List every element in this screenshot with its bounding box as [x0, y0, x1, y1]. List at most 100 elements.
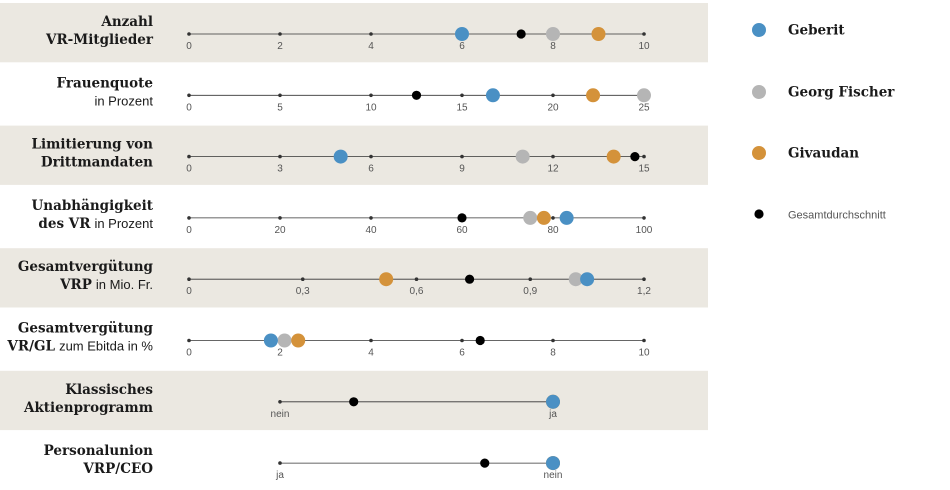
tick-mark [460, 338, 464, 343]
legend-label: Georg Fischer [788, 85, 895, 101]
tick-label: 6 [459, 41, 465, 52]
row-label-bold: Drittmandaten [41, 155, 153, 171]
point-givaudan [379, 272, 394, 287]
row-label-regular: in Prozent [94, 93, 153, 108]
point-givaudan [606, 149, 621, 164]
tick-label: 4 [368, 348, 374, 359]
tick-label: 6 [459, 348, 465, 359]
row-band [0, 125, 708, 185]
row-label-line1: Limitierung von [31, 137, 153, 153]
tick-label: 10 [365, 102, 377, 113]
row-label-line1: Gesamtvergütung [18, 259, 154, 275]
chart-row-5: Gesamtvergütung VRP in Mio. Fr. 0 0,3 0,6 0,9 1… [0, 248, 708, 308]
row-label-bold: Unabhängigkeit [32, 198, 154, 214]
tick-mark [187, 277, 191, 282]
tick-label: 2 [277, 348, 283, 359]
point-gesamtdurchschnitt [411, 90, 422, 100]
row-label-line2: VRP/CEO [82, 461, 153, 477]
tick-label: 0,3 [296, 286, 310, 297]
chart-row-1: Anzahl VR-Mitglieder 0 2 4 6 8 10 [0, 3, 708, 63]
row-label-line2: in Prozent [94, 93, 153, 108]
row-label-bold: des VR [38, 216, 91, 232]
row-label-bold: VR-Mitglieder [45, 32, 154, 48]
point-georg-fischer [546, 27, 560, 41]
tick-label: 0,9 [523, 286, 537, 297]
point-georg-fischer [277, 333, 292, 348]
tick-label: 15 [456, 102, 468, 113]
row-label-bold: VRP [59, 277, 92, 293]
tick-label: 20 [274, 225, 286, 236]
tick-mark [414, 277, 419, 282]
row-label-line1: Anzahl [100, 14, 153, 30]
tick-label: 0 [186, 286, 192, 297]
row-label-bold: Gesamtvergütung [18, 259, 154, 275]
tick-label: 0 [186, 102, 192, 113]
tick-label: 20 [547, 102, 559, 113]
row-label-bold: VR/GL [6, 339, 55, 355]
tick-label: 3 [277, 164, 283, 175]
point-gesamtdurchschnitt [349, 397, 359, 407]
legend-label: Givaudan [788, 146, 859, 162]
tick-label: 2 [277, 41, 283, 52]
row-label-line1: Klassisches [65, 382, 153, 398]
legend-geberit: Geberit [752, 23, 845, 39]
row-label-line1: Frauenquote [56, 75, 153, 91]
tick-mark [551, 338, 555, 343]
row-label-line2: VR-Mitglieder [45, 32, 154, 48]
row-label-bold: Anzahl [100, 14, 153, 30]
tick-mark [642, 216, 646, 220]
tick-label: 6 [368, 164, 374, 175]
row-label-regular: in Prozent [94, 216, 153, 231]
legend-georg-fischer: Georg Fischer [752, 85, 895, 101]
tick-mark [278, 400, 282, 404]
point-gesamtdurchschnitt [475, 335, 485, 346]
tick-label: 15 [638, 164, 650, 175]
tick-label: 40 [365, 225, 377, 236]
tick-mark [187, 93, 191, 98]
legend-gesamtdurchschnitt: Gesamtdurchschnitt [754, 209, 886, 222]
tick-mark [278, 32, 282, 36]
chart-row-7: Klassisches Aktienprogramm nein ja [0, 370, 708, 431]
legend-label: Geberit [788, 23, 845, 39]
tick-mark [551, 154, 555, 159]
point-geberit [559, 210, 574, 225]
tick-mark [369, 338, 373, 343]
tick-label: 80 [547, 225, 559, 236]
tick-label: 60 [456, 225, 468, 236]
point-givaudan [291, 333, 306, 348]
point-georg-fischer [568, 272, 583, 287]
point-geberit [333, 149, 348, 164]
chart-row-3: Limitierung von Drittmandaten 0 3 6 9 12 15 [0, 125, 708, 185]
legend-swatch [752, 85, 766, 99]
point-gesamtdurchschnitt [480, 458, 490, 468]
point-geberit [263, 333, 278, 348]
tick-mark [187, 32, 191, 36]
row-label-line2: Aktienprogramm [23, 400, 153, 416]
legend-swatch [752, 23, 766, 37]
row-label-regular: zum Ebitda in % [59, 339, 153, 354]
chart-row-8: Personalunion VRP/CEO ja nein [44, 443, 563, 481]
tick-mark [369, 32, 373, 36]
row-band [0, 3, 708, 63]
point-givaudan [591, 27, 606, 41]
tick-label: ja [548, 409, 557, 420]
tick-label: ja [275, 470, 284, 481]
point-gesamtdurchschnitt [630, 152, 640, 162]
row-label-bold: VRP/CEO [82, 461, 153, 477]
row-label-bold: Limitierung von [31, 137, 153, 153]
row-label-bold: Aktienprogramm [23, 400, 153, 416]
tick-label: nein [544, 470, 563, 481]
tick-mark [278, 216, 282, 220]
tick-label: 0 [186, 348, 192, 359]
tick-label: 0 [186, 164, 192, 175]
point-georg-fischer [523, 210, 538, 225]
row-label-bold: Klassisches [65, 382, 153, 398]
legend-label: Gesamtdurchschnitt [788, 210, 886, 222]
tick-mark [642, 154, 646, 159]
point-geberit [546, 456, 560, 471]
point-gesamtdurchschnitt [457, 213, 467, 223]
point-geberit [580, 272, 595, 287]
tick-mark [300, 277, 305, 282]
legend-givaudan: Givaudan [752, 146, 859, 162]
